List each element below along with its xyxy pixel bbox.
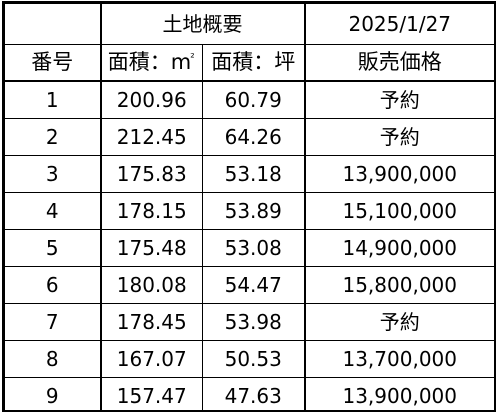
price-value: 15,800,000 bbox=[304, 266, 494, 304]
table-row: 6 180.08 54.47 15,800,000 bbox=[4, 266, 494, 304]
group-title: 土地概要 bbox=[100, 3, 306, 45]
table-row: 8 167.07 50.53 13,700,000 bbox=[4, 340, 494, 378]
area-m2-value: 167.07 bbox=[100, 340, 203, 378]
lot-number: 3 bbox=[4, 155, 102, 193]
area-tsubo-value: 47.63 bbox=[202, 377, 306, 410]
table-row: 2 212.45 64.26 予約 bbox=[4, 118, 494, 156]
lot-number: 7 bbox=[4, 303, 102, 341]
lot-number: 4 bbox=[4, 192, 102, 230]
land-overview-table: 土地概要 2025/1/27 番号 面積：m² 面積：坪 販売価格 1 200.… bbox=[4, 3, 494, 410]
area-m2-value: 212.45 bbox=[100, 118, 203, 156]
lot-number: 9 bbox=[4, 377, 102, 410]
lot-number: 1 bbox=[4, 80, 102, 119]
area-m2-superscript: ² bbox=[190, 51, 195, 64]
table-row: 1 200.96 60.79 予約 bbox=[4, 80, 494, 119]
table-row: 3 175.83 53.18 13,900,000 bbox=[4, 155, 494, 193]
lot-number: 2 bbox=[4, 118, 102, 156]
land-overview-sheet: 土地概要 2025/1/27 番号 面積：m² 面積：坪 販売価格 1 200.… bbox=[2, 1, 496, 412]
lot-number: 5 bbox=[4, 229, 102, 267]
price-value: 15,100,000 bbox=[304, 192, 494, 230]
area-m2-value: 175.48 bbox=[100, 229, 203, 267]
date-cell: 2025/1/27 bbox=[304, 3, 494, 45]
table-row: 4 178.15 53.89 15,100,000 bbox=[4, 192, 494, 230]
area-tsubo-value: 53.08 bbox=[202, 229, 306, 267]
price-value: 予約 bbox=[304, 303, 494, 341]
col-header-number: 番号 bbox=[4, 44, 102, 82]
price-value: 13,900,000 bbox=[304, 377, 494, 410]
lot-number: 6 bbox=[4, 266, 102, 304]
table-row: 7 178.45 53.98 予約 bbox=[4, 303, 494, 341]
area-m2-value: 200.96 bbox=[100, 80, 203, 119]
price-value: 14,900,000 bbox=[304, 229, 494, 267]
area-m2-label: 面積：m bbox=[107, 50, 192, 74]
header-row: 番号 面積：m² 面積：坪 販売価格 bbox=[4, 44, 494, 82]
area-m2-value: 178.45 bbox=[100, 303, 203, 341]
corner-cell bbox=[4, 3, 102, 45]
area-m2-value: 180.08 bbox=[100, 266, 203, 304]
area-tsubo-value: 54.47 bbox=[202, 266, 306, 304]
price-value: 予約 bbox=[304, 118, 494, 156]
price-value: 予約 bbox=[304, 80, 494, 119]
area-tsubo-value: 50.53 bbox=[202, 340, 306, 378]
price-value: 13,900,000 bbox=[304, 155, 494, 193]
price-value: 13,700,000 bbox=[304, 340, 494, 378]
area-tsubo-value: 53.18 bbox=[202, 155, 306, 193]
area-tsubo-value: 53.98 bbox=[202, 303, 306, 341]
area-m2-value: 157.47 bbox=[100, 377, 203, 410]
area-tsubo-value: 60.79 bbox=[202, 80, 306, 119]
lot-number: 8 bbox=[4, 340, 102, 378]
area-m2-value: 178.15 bbox=[100, 192, 203, 230]
col-header-area-m2: 面積：m² bbox=[100, 44, 203, 82]
table-row: 5 175.48 53.08 14,900,000 bbox=[4, 229, 494, 267]
table-row: 9 157.47 47.63 13,900,000 bbox=[4, 377, 494, 410]
col-header-area-tsubo: 面積：坪 bbox=[202, 44, 306, 82]
area-tsubo-value: 53.89 bbox=[202, 192, 306, 230]
col-header-price: 販売価格 bbox=[304, 44, 494, 82]
area-m2-value: 175.83 bbox=[100, 155, 203, 193]
title-row: 土地概要 2025/1/27 bbox=[4, 3, 494, 45]
area-tsubo-value: 64.26 bbox=[202, 118, 306, 156]
